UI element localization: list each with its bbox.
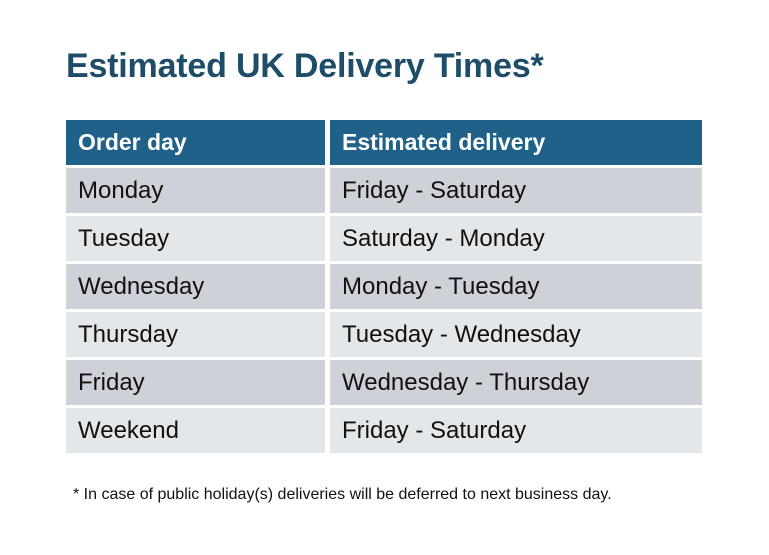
cell-order-day: Thursday: [66, 312, 325, 357]
footnote-text: * In case of public holiday(s) deliverie…: [73, 486, 612, 503]
cell-estimated-delivery: Wednesday - Thursday: [330, 360, 702, 405]
column-header-order-day: Order day: [66, 120, 325, 165]
table-row: Weekend Friday - Saturday: [66, 408, 702, 453]
delivery-times-table: Order day Estimated delivery Monday Frid…: [66, 120, 702, 453]
cell-estimated-delivery: Saturday - Monday: [330, 216, 702, 261]
page-title: Estimated UK Delivery Times*: [66, 47, 544, 85]
table-row: Tuesday Saturday - Monday: [66, 216, 702, 261]
cell-estimated-delivery: Friday - Saturday: [330, 408, 702, 453]
cell-order-day: Tuesday: [66, 216, 325, 261]
table-row: Monday Friday - Saturday: [66, 168, 702, 213]
cell-order-day: Wednesday: [66, 264, 325, 309]
cell-estimated-delivery: Tuesday - Wednesday: [330, 312, 702, 357]
cell-order-day: Monday: [66, 168, 325, 213]
table-header-row: Order day Estimated delivery: [66, 120, 702, 165]
table-row: Wednesday Monday - Tuesday: [66, 264, 702, 309]
column-header-estimated-delivery: Estimated delivery: [330, 120, 702, 165]
cell-estimated-delivery: Monday - Tuesday: [330, 264, 702, 309]
cell-order-day: Weekend: [66, 408, 325, 453]
cell-order-day: Friday: [66, 360, 325, 405]
table-row: Thursday Tuesday - Wednesday: [66, 312, 702, 357]
table-row: Friday Wednesday - Thursday: [66, 360, 702, 405]
cell-estimated-delivery: Friday - Saturday: [330, 168, 702, 213]
